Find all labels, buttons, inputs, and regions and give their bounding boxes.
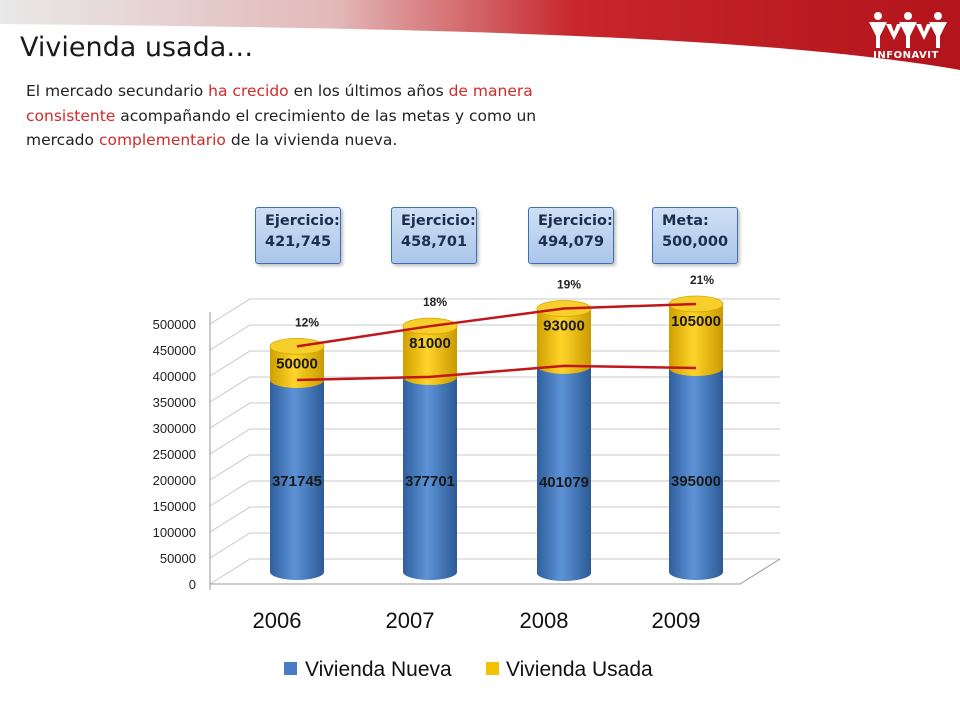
gridline bbox=[209, 454, 780, 481]
chart-side-wall bbox=[210, 287, 250, 584]
y-tick-label: 0 bbox=[189, 577, 196, 592]
callout-label: Ejercicio: bbox=[538, 213, 613, 229]
intro-text: de la vivienda nueva. bbox=[225, 131, 398, 149]
legend-label: Vivienda Usada bbox=[506, 658, 653, 681]
callout-value: 458,701 bbox=[401, 234, 468, 250]
callout-label: Ejercicio: bbox=[401, 213, 476, 229]
intro-text: en los últimos años bbox=[288, 82, 449, 100]
slide-title: Vivienda usada… bbox=[20, 32, 254, 63]
data-label-nueva: 395000 bbox=[671, 473, 721, 490]
bar-vivienda-usada bbox=[270, 346, 324, 388]
logo-text: INFONAVIT bbox=[873, 50, 939, 61]
y-tick-label: 250000 bbox=[153, 447, 196, 462]
callout-value: 500,000 bbox=[662, 234, 729, 250]
infonavit-logo-icon bbox=[869, 12, 947, 48]
share-label: 18% bbox=[423, 295, 447, 309]
y-tick-label: 450000 bbox=[153, 343, 196, 358]
x-tick-label: 2008 bbox=[520, 608, 569, 633]
trend-line-nueva bbox=[296, 364, 697, 382]
y-tick-label: 400000 bbox=[153, 369, 196, 384]
legend-label: Vivienda Nueva bbox=[305, 658, 452, 681]
gridline bbox=[209, 350, 780, 377]
share-label: 19% bbox=[557, 277, 581, 291]
callout-2006: Ejercicio: 421,745 bbox=[255, 207, 341, 264]
bar-vivienda-nueva bbox=[669, 367, 723, 580]
gridline bbox=[209, 402, 780, 429]
callout-label: Ejercicio: bbox=[265, 213, 340, 229]
data-label-nueva: 371745 bbox=[272, 473, 322, 490]
intro-paragraph: El mercado secundario ha crecido en los … bbox=[26, 79, 606, 153]
x-tick-label: 2006 bbox=[253, 608, 302, 633]
header-band bbox=[0, 0, 960, 74]
intro-text: El mercado secundario bbox=[26, 82, 209, 100]
bar-vivienda-usada bbox=[669, 303, 723, 376]
callout-label: Meta: bbox=[662, 213, 709, 229]
legend-swatch bbox=[284, 662, 297, 675]
callout-2009: Meta: 500,000 bbox=[652, 207, 738, 264]
data-label-nueva: 401079 bbox=[539, 474, 589, 491]
bar-vivienda-usada bbox=[403, 326, 457, 385]
gridline bbox=[209, 480, 780, 507]
callout-value: 421,745 bbox=[265, 234, 332, 250]
x-tick-label: 2009 bbox=[652, 608, 701, 633]
bar-vivienda-usada bbox=[537, 308, 591, 374]
callout-2007: Ejercicio: 458,701 bbox=[391, 207, 477, 264]
gridline bbox=[209, 376, 780, 403]
y-tick-label: 350000 bbox=[153, 395, 196, 410]
bar-vivienda-nueva bbox=[537, 365, 591, 581]
intro-text: acompañando el crecimiento de las metas … bbox=[26, 106, 537, 150]
data-label-nueva: 377701 bbox=[405, 473, 455, 490]
y-tick-label: 200000 bbox=[153, 473, 196, 488]
data-label-usada: 81000 bbox=[409, 335, 451, 352]
intro-highlight: de manera consistente bbox=[26, 82, 533, 125]
share-label: 12% bbox=[295, 315, 319, 329]
gridline bbox=[209, 324, 780, 351]
callout-2008: Ejercicio: 494,079 bbox=[528, 207, 614, 264]
y-tick-label: 100000 bbox=[153, 525, 196, 540]
data-label-usada: 93000 bbox=[543, 317, 585, 334]
bar-vivienda-nueva bbox=[403, 376, 457, 580]
gridline bbox=[209, 532, 780, 559]
intro-highlight: complementario bbox=[98, 131, 226, 149]
y-tick-label: 500000 bbox=[153, 317, 196, 332]
trend-line-total bbox=[296, 302, 697, 348]
gridline bbox=[209, 506, 780, 533]
y-tick-label: 50000 bbox=[160, 551, 196, 566]
gridline bbox=[209, 428, 780, 455]
y-tick-label: 300000 bbox=[153, 421, 196, 436]
callout-value: 494,079 bbox=[538, 234, 605, 250]
y-tick-label: 150000 bbox=[153, 499, 196, 514]
x-tick-label: 2007 bbox=[386, 608, 435, 633]
share-label: 21% bbox=[690, 273, 714, 287]
gridline bbox=[209, 558, 780, 585]
intro-highlight: ha crecido bbox=[208, 82, 289, 100]
data-label-usada: 50000 bbox=[276, 355, 318, 372]
gridline bbox=[209, 298, 780, 325]
data-label-usada: 105000 bbox=[671, 313, 721, 330]
bar-vivienda-nueva bbox=[270, 380, 324, 580]
legend-swatch bbox=[486, 662, 499, 675]
floor-edge bbox=[210, 558, 781, 585]
